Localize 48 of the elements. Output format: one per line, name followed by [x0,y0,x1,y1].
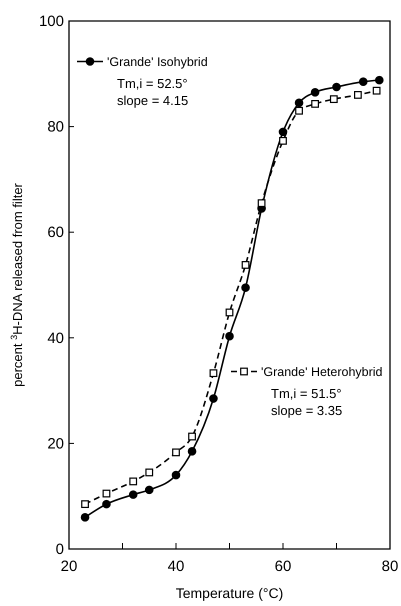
point [226,308,234,316]
annotation: Tm,i = 52.5° [117,76,188,91]
point [372,86,381,95]
point [102,500,111,508]
point [375,76,384,84]
point [311,100,319,108]
point [358,77,368,86]
y-tick-label: 60 [47,224,64,242]
point [294,98,304,108]
point [354,91,362,99]
point [144,486,154,494]
point [210,369,218,378]
y-tick-label: 20 [47,435,64,452]
point [188,432,196,440]
point [172,448,180,456]
point [102,490,110,498]
annotation: slope = 4.15 [117,93,188,108]
point [258,199,266,208]
x-tick-label: 80 [382,558,398,575]
point [330,95,338,104]
point [241,283,250,292]
point [295,106,303,115]
point [242,261,250,269]
point [81,500,89,508]
point [225,332,234,341]
point [188,447,196,456]
point [279,136,287,145]
x-tick-label: 60 [274,558,292,575]
x-tick-label: 20 [60,558,78,575]
point [128,490,138,499]
x-axis-title: Temperature (°C) [176,585,284,601]
point [80,513,90,522]
y-tick-label: 100 [38,13,64,30]
point [278,128,288,136]
point [332,82,341,92]
y-tick-label: 80 [47,118,64,136]
point [310,88,320,97]
legend-label: 'Grande' Isohybrid [107,55,208,69]
x-tick-label: 40 [168,558,184,575]
point [145,468,154,476]
point [209,394,218,403]
annotation: slope = 3.35 [271,403,342,418]
legend-label: 'Grande' Heterohybrid [261,365,383,379]
point [129,478,138,486]
point [172,470,180,480]
annotation: Tm,i = 51.5° [271,386,342,401]
y-tick-label: 40 [47,330,64,347]
y-tick-label: 0 [56,541,64,558]
